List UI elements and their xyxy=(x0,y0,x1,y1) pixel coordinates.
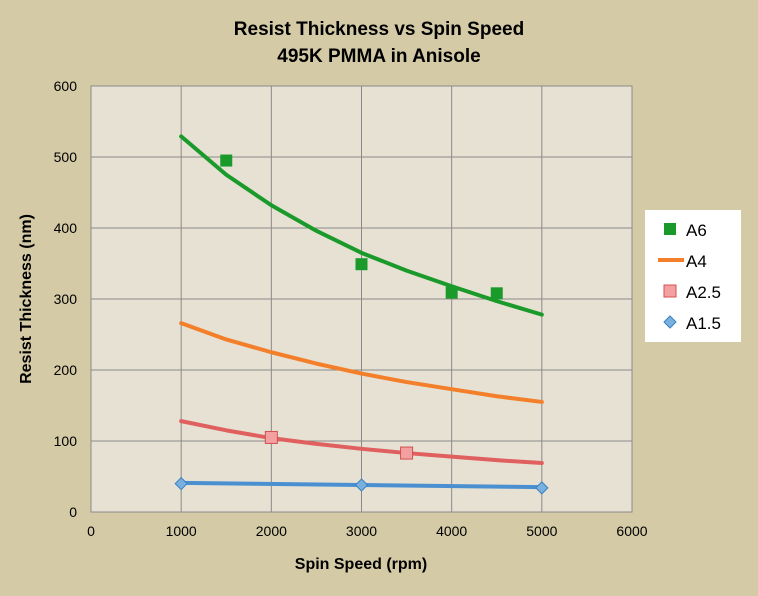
legend-swatch-a1-5 xyxy=(663,315,677,329)
legend-label-a1-5: A1.5 xyxy=(686,314,721,333)
data-point-a6 xyxy=(490,287,503,300)
data-point-a6 xyxy=(220,154,233,167)
y-axis-label: Resist Thickness (nm) xyxy=(18,214,35,384)
chart-title: Resist Thickness vs Spin Speed xyxy=(234,19,524,40)
x-tick-label: 1000 xyxy=(166,523,197,539)
legend: A6 A4 A2.5 A1.5 xyxy=(645,210,741,342)
x-tick-label: 3000 xyxy=(346,523,377,539)
y-tick-label: 0 xyxy=(69,504,77,520)
chart-subtitle: 495K PMMA in Anisole xyxy=(277,46,480,67)
data-point-a6 xyxy=(355,258,368,271)
y-tick-label: 300 xyxy=(54,291,78,307)
data-point-a2-5 xyxy=(264,430,278,444)
series-line-a2-5 xyxy=(179,419,544,466)
legend-swatch-a2-5 xyxy=(663,284,677,298)
data-point-a1-5 xyxy=(174,476,188,491)
y-tick-label: 400 xyxy=(54,220,78,236)
x-axis-label: Spin Speed (rpm) xyxy=(295,556,427,573)
y-tick-label: 500 xyxy=(54,149,78,165)
x-tick-label: 5000 xyxy=(526,523,557,539)
legend-label-a4: A4 xyxy=(686,252,707,271)
y-tick-label: 100 xyxy=(54,433,78,449)
legend-label-a6: A6 xyxy=(686,221,707,240)
x-tick-label: 4000 xyxy=(436,523,467,539)
series-line-a4 xyxy=(179,321,544,404)
legend-box xyxy=(645,210,741,342)
data-point-a2-5 xyxy=(400,446,414,460)
y-tick-label: 200 xyxy=(54,362,78,378)
y-tick-label: 600 xyxy=(54,78,78,94)
series-line-a6 xyxy=(179,134,544,317)
data-point-a1-5 xyxy=(535,481,549,495)
data-point-a1-5 xyxy=(354,478,369,492)
data-point-a6 xyxy=(445,286,458,299)
x-tick-label: 2000 xyxy=(256,523,287,539)
x-tick-label: 6000 xyxy=(616,523,647,539)
x-tick-label: 0 xyxy=(87,523,95,539)
legend-swatch-a6 xyxy=(664,223,676,235)
legend-label-a2-5: A2.5 xyxy=(686,283,721,302)
